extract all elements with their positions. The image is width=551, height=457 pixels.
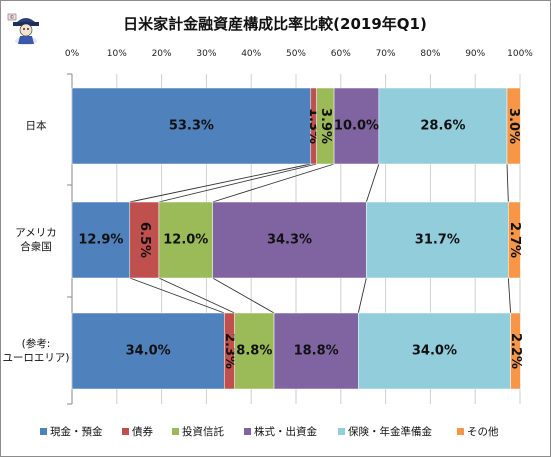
x-tick-label: 60% [331, 49, 351, 59]
data-label: 3.0% [506, 108, 521, 144]
data-label: 10.0% [334, 119, 379, 134]
x-tick-label: 20% [152, 49, 172, 59]
data-label: 34.3% [267, 233, 312, 248]
data-label: 6.5% [137, 222, 152, 258]
x-tick-label: 40% [241, 49, 261, 59]
x-axis-ticks: 0% 10% 20% 30% 40% 50% 60% 70% 80% 90% 100% [65, 49, 533, 59]
x-tick-label: 90% [465, 49, 485, 59]
data-label: 53.3% [169, 119, 214, 134]
legend-label: 保険・年金準備金 [348, 425, 432, 438]
connector-lines [129, 163, 512, 314]
bar-segment [234, 312, 275, 390]
category-label: 合衆国 [20, 240, 52, 253]
connector-line [365, 163, 380, 203]
bar-segment [71, 87, 312, 165]
bar-segment [333, 87, 380, 165]
legend-label: 現金・預金 [50, 425, 103, 438]
bar-segment [366, 201, 509, 279]
bar-segment [358, 312, 511, 390]
connector-line [212, 277, 275, 314]
legend-swatch [338, 428, 345, 435]
x-tick-label: 80% [420, 49, 440, 59]
bar-segment [378, 87, 508, 165]
bar-segment [71, 201, 131, 279]
legend-swatch [244, 428, 251, 435]
x-tick-label: 100% [507, 49, 533, 59]
legend-label: その他 [467, 425, 499, 438]
data-label: 12.0% [163, 233, 208, 248]
data-label: 28.6% [420, 119, 465, 134]
connector-line [507, 277, 512, 314]
x-tick-label: 0% [65, 49, 80, 59]
bar-segment [506, 87, 521, 165]
bar-segment [212, 201, 367, 279]
bar-segment [510, 312, 521, 390]
data-label: 2.2% [508, 333, 523, 369]
category-label: (参考: [22, 337, 51, 350]
connector-line [357, 277, 367, 314]
data-label: 18.8% [294, 344, 339, 359]
data-label: 34.0% [412, 344, 457, 359]
category-label: 日本 [26, 119, 47, 132]
x-tick-label: 50% [286, 49, 306, 59]
bar-segment [71, 312, 225, 390]
bar-segment [508, 201, 521, 279]
data-label: 12.9% [78, 233, 123, 248]
data-label: 8.8% [236, 344, 272, 359]
category-label: アメリカ [15, 227, 56, 239]
x-tick-label: 10% [107, 49, 127, 59]
bars: 53.3% 1.3%3.9% 10.0% 28.6% 3.0%12.9% 6.5% 12.0… [71, 87, 523, 390]
connector-line [158, 277, 235, 314]
x-tick-label: 70% [376, 49, 396, 59]
connector-line [129, 277, 225, 314]
chart-title: 日米家計金融資産構成比率比較(2019年Q1) [123, 15, 427, 33]
svg-text:©: © [10, 14, 15, 21]
legend-swatch [457, 428, 464, 435]
bar-segment [273, 312, 359, 390]
data-label: 3.9% [318, 108, 333, 144]
data-label: 2.3% [222, 333, 237, 369]
category-label: ユーロエリア) [2, 352, 69, 364]
legend-label: 投資信託 [182, 425, 224, 438]
legend-label: 債券 [132, 425, 153, 438]
legend-swatch [172, 428, 179, 435]
legend-swatch [122, 428, 129, 435]
legend: 現金・預金 債券 投資信託 株式・出資金 保険・年金準備金 その他 [40, 425, 499, 438]
connector-line [506, 163, 509, 203]
x-tick-label: 30% [196, 49, 216, 59]
connector-line [158, 163, 317, 203]
data-label: 34.0% [126, 344, 171, 359]
data-label: 31.7% [415, 233, 460, 248]
mascot-logo: © [7, 13, 39, 45]
connector-line [129, 163, 311, 203]
legend-swatch [40, 428, 47, 435]
connector-line [212, 163, 335, 203]
legend-label: 株式・出資金 [254, 425, 317, 438]
data-label: 2.7% [507, 222, 522, 258]
bar-segment [158, 201, 213, 279]
